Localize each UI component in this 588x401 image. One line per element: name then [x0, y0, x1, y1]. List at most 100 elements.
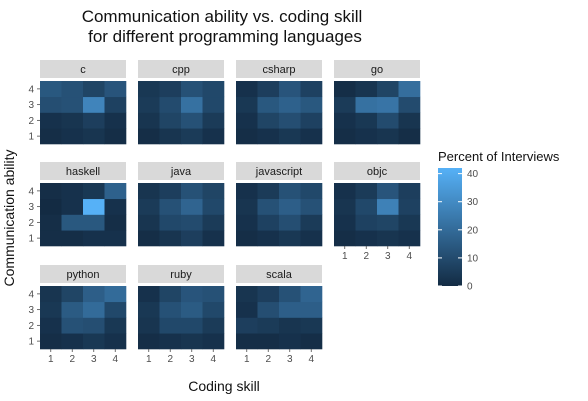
- heatmap-cell: [236, 301, 258, 318]
- heatmap-cell: [104, 96, 127, 113]
- heatmap-cell: [202, 317, 225, 334]
- heatmap-cell: [159, 183, 182, 200]
- heatmap-cell: [159, 286, 182, 303]
- heatmap-cell: [377, 198, 399, 215]
- heatmap-cell: [300, 112, 323, 129]
- heatmap-cell: [159, 81, 182, 98]
- heatmap-cell: [202, 286, 225, 303]
- heatmap-cell: [181, 112, 203, 129]
- facet-panel-haskell: haskell 1 2 3 4: [28, 162, 127, 247]
- x-tick-label: 3: [385, 251, 391, 262]
- heatmap-cell: [257, 128, 280, 145]
- x-tick-label: 3: [91, 354, 97, 365]
- heatmap-cell: [202, 128, 225, 145]
- heatmap-cell: [138, 286, 160, 303]
- y-tick-label: 2: [28, 321, 34, 332]
- heatmap-cell: [138, 96, 160, 113]
- heatmap-cell: [202, 81, 225, 98]
- y-tick-label: 3: [28, 202, 34, 213]
- facet-strip: [236, 60, 322, 78]
- x-tick-label: 2: [167, 354, 173, 365]
- heatmap-cell: [334, 183, 356, 200]
- heatmap-cell: [236, 81, 258, 98]
- heatmap-cell: [236, 96, 258, 113]
- x-tick-label: 2: [363, 251, 369, 262]
- heatmap-cell: [377, 81, 399, 98]
- heatmap-cell: [398, 81, 421, 98]
- heatmap-cell: [159, 230, 182, 247]
- heatmap-cell: [61, 286, 84, 303]
- heatmap-cell: [236, 214, 258, 231]
- heatmap-cell: [104, 128, 127, 145]
- heatmap-cell: [398, 96, 421, 113]
- heatmap-cell: [104, 230, 127, 247]
- heatmap-cell: [398, 198, 421, 215]
- heatmap-cell: [279, 183, 301, 200]
- chart-title-line-1: Communication ability vs. coding skill: [82, 7, 363, 26]
- x-tick-label: 4: [406, 251, 412, 262]
- chart-title-line-2: for different programming languages: [88, 27, 362, 46]
- heatmap-cell: [83, 317, 105, 334]
- facet-panel-javascript: javascript: [236, 162, 323, 247]
- heatmap-cell: [355, 198, 378, 215]
- heatmap-cell: [40, 128, 62, 145]
- facet-strip-label: scala: [266, 269, 293, 281]
- heatmap-cell: [236, 112, 258, 129]
- heatmap-cell: [181, 96, 203, 113]
- facet-panel-python: python 1 2 3 4 1 2 3 4: [28, 265, 127, 365]
- heatmap-cell: [334, 81, 356, 98]
- facet-strip: [40, 162, 126, 180]
- heatmap-cell: [257, 214, 280, 231]
- heatmap-cell: [257, 230, 280, 247]
- heatmap-cell: [202, 198, 225, 215]
- heatmap-cell: [83, 96, 105, 113]
- heatmap-cell: [181, 214, 203, 231]
- heatmap-cell: [138, 301, 160, 318]
- x-tick-label: 2: [69, 354, 75, 365]
- legend-tick-label: 30: [467, 197, 479, 208]
- legend-tick-label: 10: [467, 253, 479, 264]
- legend-color-bar: [438, 168, 462, 286]
- heatmap-cell: [257, 112, 280, 129]
- facet-strip-label: go: [371, 64, 383, 76]
- heatmap-cell: [257, 183, 280, 200]
- heatmap-cell: [279, 333, 301, 350]
- heatmap-cell: [377, 112, 399, 129]
- heatmap-cell: [138, 128, 160, 145]
- y-tick-label: 4: [28, 186, 34, 197]
- heatmap-cell: [61, 128, 84, 145]
- heatmap-cell: [181, 128, 203, 145]
- heatmap-cell: [104, 286, 127, 303]
- heatmap-cell: [236, 286, 258, 303]
- x-tick-label: 1: [48, 354, 54, 365]
- facet-strip-label: objc: [367, 166, 388, 178]
- heatmap-cell: [279, 96, 301, 113]
- y-tick-label: 3: [28, 305, 34, 316]
- facet-strip: [236, 162, 322, 180]
- heatmap-cell: [377, 214, 399, 231]
- facet-panels: c 1 2 3 4 cpp csharp go haskell 1 2 3 4 java javascrip…: [28, 60, 421, 365]
- heatmap-cell: [279, 198, 301, 215]
- facet-panel-c: c 1 2 3 4: [28, 60, 127, 145]
- legend-tick-label: 0: [467, 282, 473, 293]
- heatmap-cell: [138, 198, 160, 215]
- heatmap-cell: [40, 198, 62, 215]
- heatmap-cell: [202, 112, 225, 129]
- heatmap-cell: [334, 128, 356, 145]
- heatmap-cell: [181, 198, 203, 215]
- heatmap-cell: [300, 198, 323, 215]
- heatmap-cell: [181, 317, 203, 334]
- y-tick-label: 2: [28, 116, 34, 127]
- heatmap-cell: [279, 317, 301, 334]
- heatmap-cell: [83, 81, 105, 98]
- heatmap-cell: [104, 301, 127, 318]
- heatmap-cell: [61, 301, 84, 318]
- heatmap-cell: [300, 301, 323, 318]
- facet-panel-scala: scala 1 2 3 4: [236, 265, 323, 365]
- heatmap-cell: [377, 230, 399, 247]
- facet-strip: [138, 162, 224, 180]
- heatmap-cell: [61, 96, 84, 113]
- heatmap-cell: [104, 317, 127, 334]
- heatmap-cell: [83, 198, 105, 215]
